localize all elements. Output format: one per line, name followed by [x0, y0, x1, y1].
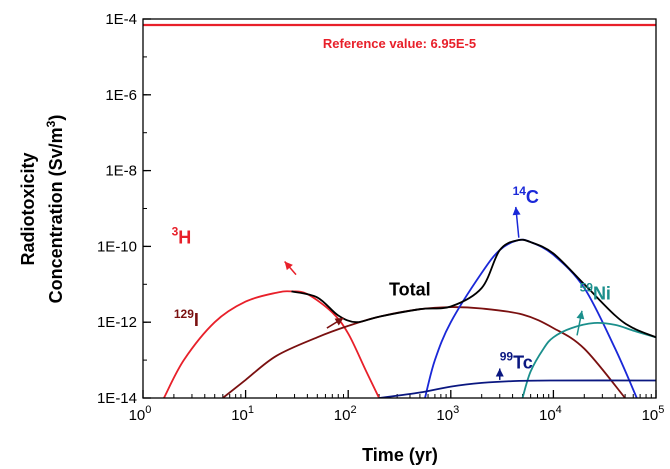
y-axis-title-line1: Radiotoxicity [18, 152, 38, 265]
y-tick-label: 1E-12 [97, 314, 137, 331]
arrowhead-c14 [512, 206, 521, 216]
x-tick-label: 105 [642, 404, 665, 424]
x-tick-label: 103 [436, 404, 459, 424]
plot-frame [142, 18, 657, 399]
series-line-99tc [378, 379, 656, 398]
arrowhead-i129 [334, 317, 344, 326]
label-h3: 3H [172, 224, 192, 247]
series-line-59ni [521, 321, 656, 398]
annotation-layer: Reference value: 6.95E-5 3H 129I 14C 59Ni 99T… [172, 36, 611, 380]
label-i129: 129I [174, 307, 199, 330]
x-tick-label: 102 [334, 404, 357, 424]
arrowhead-h3 [284, 261, 293, 271]
y-tick-label: 1E-8 [105, 163, 137, 180]
reference-label: Reference value: 6.95E-5 [323, 36, 476, 51]
y-axis-title-line2: Concentration (Sv/m3) [44, 115, 66, 304]
x-axis-title: Time (yr) [362, 445, 438, 465]
series-layer [143, 23, 656, 398]
x-tick-label: 101 [231, 404, 254, 424]
y-tick-label: 1E-4 [105, 11, 137, 28]
arrowhead-ni59 [576, 310, 585, 320]
arrowhead-tc99 [495, 368, 504, 377]
y-axis-title-unit-exponent: 3 [44, 120, 58, 127]
y-tick-label: 1E-14 [97, 390, 137, 407]
y-tick-label: 1E-6 [105, 87, 137, 104]
label-c14: 14C [513, 184, 539, 207]
label-tc99: 99Tc [500, 350, 533, 373]
series-line-14c [424, 238, 638, 398]
tick-layer: 100 101 102 103 104 105 1E-14 1E-12 1E-10 1E-8 1E-… [97, 11, 664, 424]
x-tick-label: 104 [539, 404, 562, 424]
label-total: Total [389, 280, 431, 300]
series-line-3h [163, 290, 380, 398]
series-line-129i [222, 306, 626, 398]
label-ni59: 59Ni [580, 280, 611, 303]
y-tick-label: 1E-10 [97, 238, 137, 255]
series-line-total [291, 238, 656, 339]
x-tick-label: 100 [129, 404, 152, 424]
